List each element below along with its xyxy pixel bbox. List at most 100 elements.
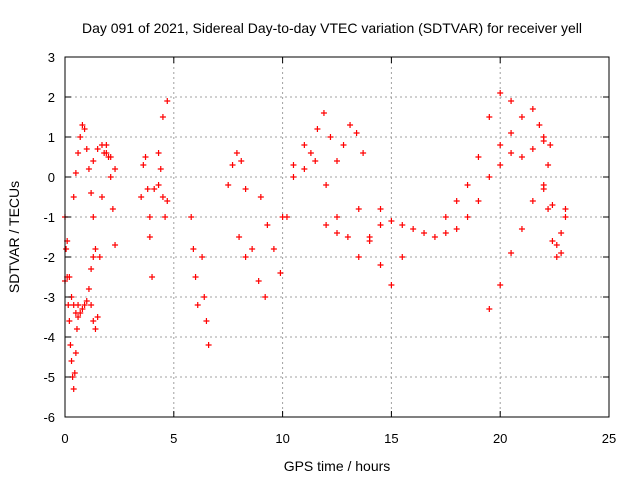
data-point bbox=[77, 134, 84, 140]
data-point bbox=[66, 318, 73, 324]
data-point bbox=[149, 274, 156, 280]
data-point bbox=[562, 214, 569, 220]
data-point bbox=[529, 146, 536, 152]
data-point bbox=[188, 214, 195, 220]
data-point bbox=[146, 214, 153, 220]
plot-border bbox=[64, 56, 610, 418]
data-point bbox=[67, 342, 74, 348]
data-point bbox=[88, 302, 95, 308]
data-point bbox=[547, 142, 554, 148]
data-point bbox=[464, 214, 471, 220]
data-point bbox=[508, 150, 515, 156]
data-point bbox=[518, 114, 525, 120]
data-point bbox=[377, 222, 384, 228]
data-point bbox=[85, 286, 92, 292]
grid-lines bbox=[65, 57, 609, 417]
data-point bbox=[138, 194, 145, 200]
data-point bbox=[545, 162, 552, 168]
data-point bbox=[92, 326, 99, 332]
data-point bbox=[159, 194, 166, 200]
data-point bbox=[107, 154, 114, 160]
y-tick-label: -6 bbox=[43, 410, 55, 425]
data-point bbox=[355, 254, 362, 260]
y-axis-label: SDTVAR / TECUs bbox=[6, 181, 22, 293]
x-tick-label: 10 bbox=[275, 431, 289, 446]
data-point bbox=[73, 326, 80, 332]
data-point bbox=[360, 150, 367, 156]
data-point bbox=[562, 206, 569, 212]
data-point bbox=[90, 158, 97, 164]
data-point bbox=[549, 202, 556, 208]
data-point bbox=[85, 166, 92, 172]
data-point bbox=[79, 306, 86, 312]
data-point bbox=[194, 302, 201, 308]
data-point bbox=[442, 214, 449, 220]
data-point bbox=[549, 238, 556, 244]
data-point bbox=[65, 302, 72, 308]
data-point bbox=[157, 166, 164, 172]
data-point bbox=[453, 226, 460, 232]
data-point bbox=[92, 246, 99, 252]
data-point bbox=[377, 206, 384, 212]
data-point bbox=[486, 114, 493, 120]
data-point bbox=[155, 182, 162, 188]
x-tick-label: 5 bbox=[170, 431, 177, 446]
x-tick-label: 15 bbox=[384, 431, 398, 446]
data-point bbox=[83, 146, 90, 152]
data-point bbox=[112, 242, 119, 248]
data-point bbox=[155, 150, 162, 156]
data-point bbox=[508, 130, 515, 136]
data-point bbox=[290, 174, 297, 180]
data-point bbox=[90, 254, 97, 260]
y-tick-label: -4 bbox=[43, 330, 55, 345]
data-point bbox=[70, 302, 77, 308]
data-point bbox=[140, 162, 147, 168]
data-point bbox=[255, 278, 262, 284]
data-point bbox=[334, 230, 340, 236]
data-point bbox=[270, 246, 277, 252]
data-point bbox=[344, 234, 351, 240]
data-point bbox=[225, 182, 232, 188]
data-point bbox=[529, 198, 536, 204]
data-point bbox=[190, 246, 197, 252]
data-point bbox=[399, 222, 406, 228]
y-tick-label: 2 bbox=[48, 90, 55, 105]
y-tick-label: -1 bbox=[43, 210, 55, 225]
data-point bbox=[314, 126, 321, 132]
data-point bbox=[540, 186, 547, 192]
data-point bbox=[320, 110, 327, 116]
data-point bbox=[353, 130, 360, 136]
data-point bbox=[347, 122, 354, 128]
data-point bbox=[96, 254, 103, 260]
data-point bbox=[553, 242, 560, 248]
data-point bbox=[162, 214, 169, 220]
data-point bbox=[94, 146, 101, 152]
data-point bbox=[236, 234, 243, 240]
data-point bbox=[205, 342, 212, 348]
data-point bbox=[249, 246, 256, 252]
data-point bbox=[63, 246, 70, 252]
y-tick-label: 1 bbox=[48, 130, 55, 145]
data-point bbox=[290, 162, 297, 168]
data-point bbox=[410, 226, 417, 232]
data-point bbox=[98, 142, 105, 148]
data-point bbox=[518, 154, 525, 160]
data-point bbox=[94, 314, 101, 320]
data-point bbox=[164, 198, 171, 204]
data-point bbox=[327, 134, 334, 140]
data-point bbox=[88, 190, 95, 196]
data-point bbox=[301, 142, 308, 148]
y-tick-label: -3 bbox=[43, 290, 55, 305]
data-point bbox=[442, 230, 449, 236]
data-point bbox=[238, 158, 245, 164]
data-point bbox=[71, 370, 78, 376]
data-point bbox=[334, 158, 340, 164]
data-point bbox=[77, 310, 84, 316]
data-point bbox=[83, 298, 90, 304]
data-point bbox=[68, 358, 75, 364]
y-tick-label: -5 bbox=[43, 370, 55, 385]
y-tick-label: -2 bbox=[43, 250, 55, 265]
chart-title: Day 091 of 2021, Sidereal Day-to-day VTE… bbox=[82, 20, 582, 36]
data-point bbox=[388, 282, 395, 288]
data-point bbox=[421, 230, 428, 236]
